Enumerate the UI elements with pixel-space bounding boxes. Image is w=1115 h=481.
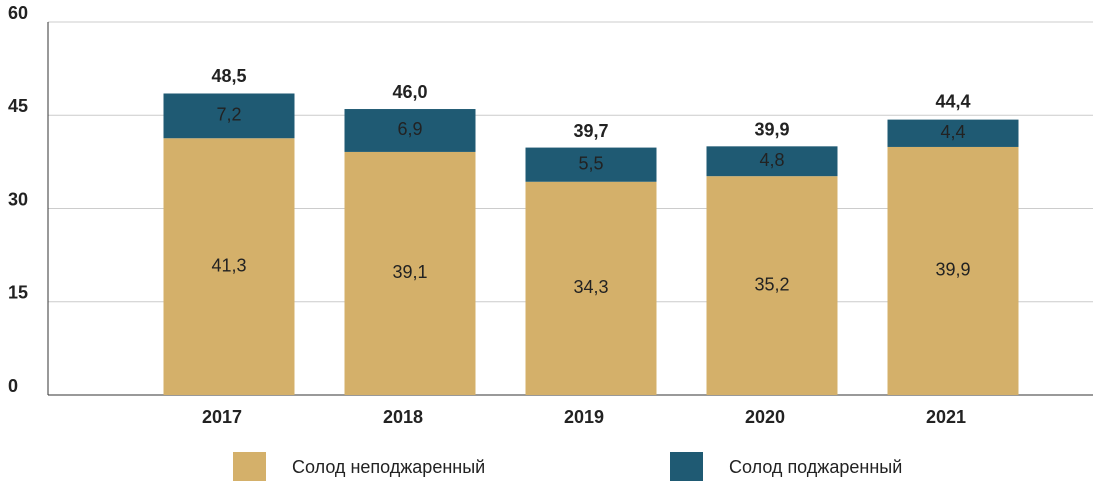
value-label: 6,9 bbox=[397, 119, 422, 139]
y-tick-label: 0 bbox=[8, 376, 18, 396]
value-label: 4,4 bbox=[940, 122, 965, 142]
total-label: 39,7 bbox=[573, 121, 608, 141]
x-tick-label: 2017 bbox=[202, 407, 242, 427]
legend-label: Солод поджаренный bbox=[729, 457, 902, 477]
x-tick-label: 2020 bbox=[745, 407, 785, 427]
value-label: 34,3 bbox=[573, 277, 608, 297]
total-label: 46,0 bbox=[392, 82, 427, 102]
value-label: 41,3 bbox=[211, 255, 246, 275]
bar-segment bbox=[525, 181, 657, 395]
bar-segment bbox=[344, 109, 476, 152]
value-label: 35,2 bbox=[754, 274, 789, 294]
value-label: 4,8 bbox=[759, 150, 784, 170]
x-tick-label: 2021 bbox=[926, 407, 966, 427]
bar-segment bbox=[344, 151, 476, 395]
bar-segment bbox=[887, 146, 1019, 395]
total-label: 39,9 bbox=[754, 120, 789, 140]
legend-label: Солод неподжаренный bbox=[292, 457, 485, 477]
bar-segment bbox=[887, 119, 1019, 147]
total-label: 44,4 bbox=[935, 92, 970, 112]
bar-segment bbox=[525, 147, 657, 182]
x-tick-label: 2019 bbox=[564, 407, 604, 427]
bar-segment bbox=[706, 176, 838, 395]
value-label: 39,9 bbox=[935, 260, 970, 280]
y-tick-label: 45 bbox=[8, 96, 28, 116]
bar-segment bbox=[163, 138, 295, 396]
bar-segment bbox=[163, 93, 295, 139]
value-label: 5,5 bbox=[578, 153, 603, 173]
legend-swatch bbox=[670, 452, 703, 481]
total-label: 48,5 bbox=[211, 66, 246, 86]
value-label: 39,1 bbox=[392, 262, 427, 282]
legend-swatch bbox=[233, 452, 266, 481]
y-tick-label: 30 bbox=[8, 189, 28, 209]
bar-segment bbox=[706, 146, 838, 177]
value-label: 7,2 bbox=[216, 105, 241, 125]
y-tick-label: 60 bbox=[8, 3, 28, 23]
y-tick-label: 15 bbox=[8, 283, 28, 303]
x-tick-label: 2018 bbox=[383, 407, 423, 427]
